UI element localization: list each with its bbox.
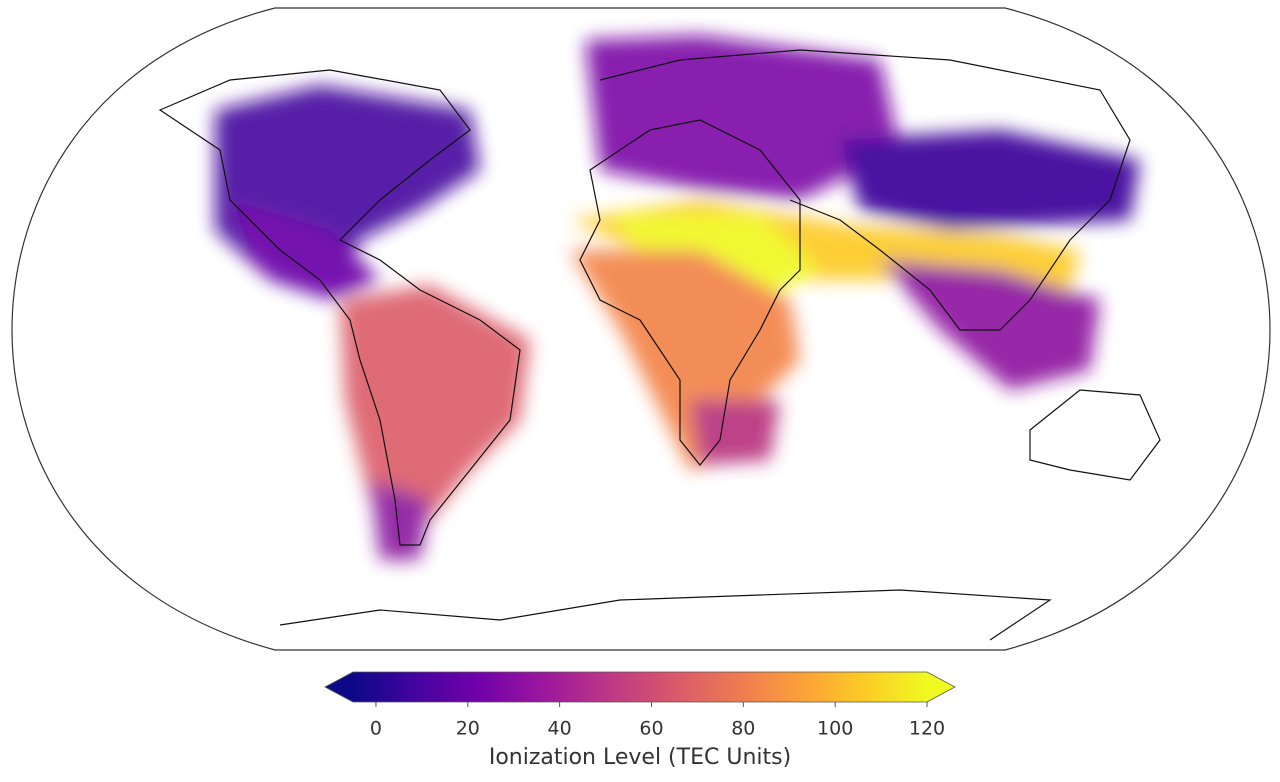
colorbar-tick-label: 80 <box>731 718 755 740</box>
colorbar-tick-label: 20 <box>456 718 480 740</box>
coastlines <box>158 49 1161 641</box>
colorbar-tick-label: 60 <box>639 718 663 740</box>
colorbar-extend-min <box>325 672 353 702</box>
colorbar: 0 20 40 60 80 100 120 Ionization Level (TEC Uni… <box>324 671 956 770</box>
colorbar-tick-label: 0 <box>370 718 382 740</box>
colorbar-tick-label: 100 <box>817 718 853 740</box>
map-area <box>158 35 1161 641</box>
ionization-field <box>215 35 1140 560</box>
colorbar-extend-max <box>927 672 955 702</box>
colorbar-label: Ionization Level (TEC Units) <box>489 745 791 770</box>
map-frame <box>11 7 1271 651</box>
colorbar-tick-label: 120 <box>909 718 945 740</box>
colorbar-tick-label: 40 <box>548 718 572 740</box>
colorbar-gradient <box>353 672 927 702</box>
